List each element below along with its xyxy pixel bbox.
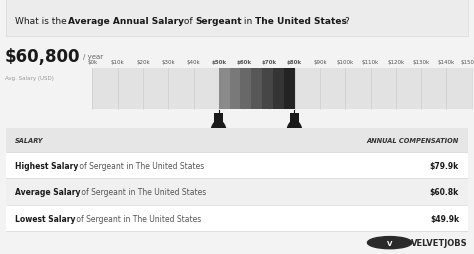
Circle shape <box>367 237 412 249</box>
Text: $70k: $70k <box>262 59 277 64</box>
Bar <box>6 152 468 179</box>
Ellipse shape <box>210 120 228 155</box>
Bar <box>214 114 223 123</box>
Text: $60k: $60k <box>237 59 252 64</box>
Bar <box>6 179 468 205</box>
Text: $100k: $100k <box>337 59 354 64</box>
Text: $79.9k: $79.9k <box>430 161 459 170</box>
Text: of Sergeant in The United States: of Sergeant in The United States <box>74 214 201 223</box>
Ellipse shape <box>285 120 303 155</box>
Text: $0k: $0k <box>87 59 98 64</box>
Text: $49.9k: $49.9k <box>430 214 459 223</box>
Bar <box>284 69 295 110</box>
Text: $60,800: $60,800 <box>5 48 80 66</box>
Bar <box>290 114 299 123</box>
Bar <box>262 69 273 110</box>
Text: $150k+: $150k+ <box>461 59 474 64</box>
Text: $60.8k: $60.8k <box>430 187 459 196</box>
Text: Lowest Salary: Lowest Salary <box>15 214 75 223</box>
Bar <box>251 69 262 110</box>
Bar <box>6 128 468 152</box>
Text: SALARY: SALARY <box>15 137 44 143</box>
Text: $50k: $50k <box>211 59 227 64</box>
Text: of Sergeant in The United States: of Sergeant in The United States <box>77 161 204 170</box>
Bar <box>6 205 468 231</box>
Text: VELVETJOBS: VELVETJOBS <box>410 238 467 247</box>
Text: $10k: $10k <box>111 59 125 64</box>
Text: $: $ <box>217 135 220 140</box>
Text: $: $ <box>293 135 296 140</box>
Text: of: of <box>182 17 196 26</box>
Text: What is the: What is the <box>15 17 70 26</box>
Text: $120k: $120k <box>387 59 404 64</box>
Text: $30k: $30k <box>161 59 175 64</box>
Text: Avg. Salary (USD): Avg. Salary (USD) <box>5 75 54 81</box>
Bar <box>92 69 472 110</box>
Text: in: in <box>241 17 255 26</box>
Bar <box>273 69 284 110</box>
Bar <box>219 69 230 110</box>
Text: $40k: $40k <box>187 59 201 64</box>
Text: V: V <box>387 240 392 246</box>
Text: $110k: $110k <box>362 59 379 64</box>
Text: of Sergeant in The United States: of Sergeant in The United States <box>79 187 206 196</box>
Text: Sergeant: Sergeant <box>196 17 242 26</box>
Text: $80k: $80k <box>287 59 302 64</box>
Text: ANNUAL COMPENSATION: ANNUAL COMPENSATION <box>367 137 459 143</box>
Text: $130k: $130k <box>412 59 430 64</box>
Text: $20k: $20k <box>136 59 150 64</box>
Text: Highest Salary: Highest Salary <box>15 161 78 170</box>
Text: / year: / year <box>83 54 103 60</box>
Text: $140k: $140k <box>438 59 455 64</box>
Text: Average Annual Salary: Average Annual Salary <box>68 17 184 26</box>
Bar <box>230 69 240 110</box>
Text: The United States: The United States <box>255 17 347 26</box>
Text: $90k: $90k <box>313 59 327 64</box>
Text: Average Salary: Average Salary <box>15 187 81 196</box>
Bar <box>240 69 251 110</box>
Text: ?: ? <box>345 17 349 26</box>
